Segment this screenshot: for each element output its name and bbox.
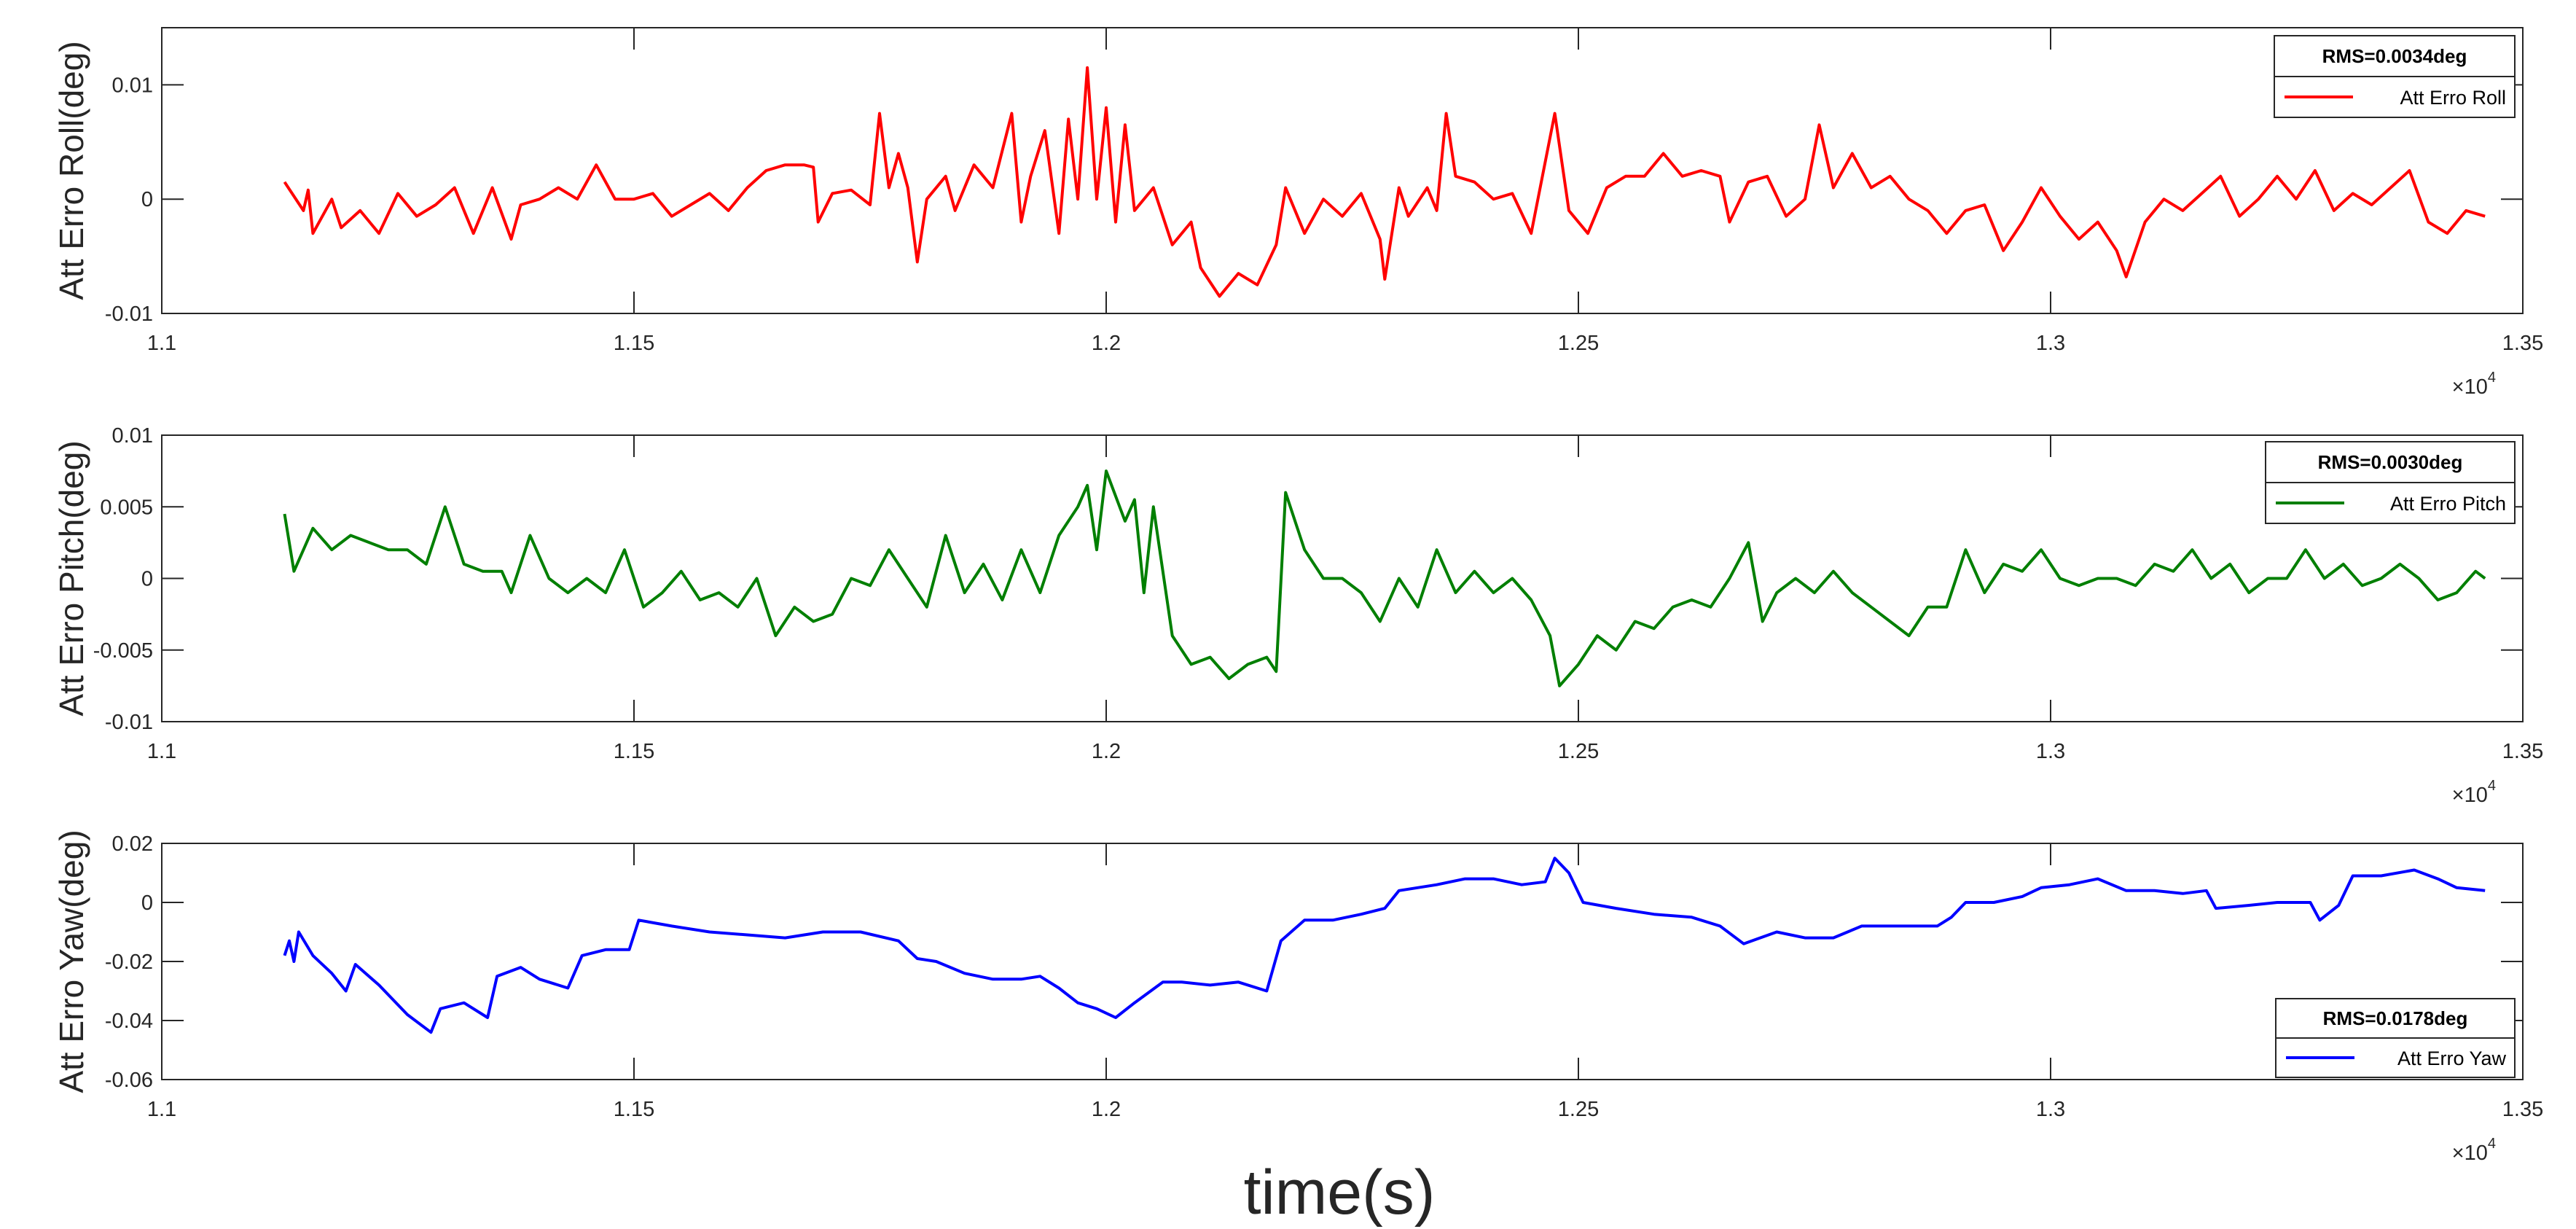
y-axis-label-pitch: Att Erro Pitch(deg) <box>52 440 90 716</box>
y-tick-label: 0.01 <box>112 424 153 448</box>
y-tick-label: 0.02 <box>112 832 153 856</box>
y-tick-label: 0.01 <box>112 74 153 97</box>
x-axis-multiplier: ×104 <box>2452 1136 2496 1165</box>
y-axis-label-yaw: Att Erro Yaw(deg) <box>52 830 90 1093</box>
y-axis-label-roll: Att Erro Roll(deg) <box>52 41 90 300</box>
x-tick-label: 1.15 <box>614 332 654 355</box>
legend-yaw: RMS=0.0178deg Att Erro Yaw <box>2275 998 2516 1078</box>
x-axis-multiplier: ×104 <box>2452 370 2496 399</box>
x-axis-label: time(s) <box>1244 1158 1436 1228</box>
axes-box-roll <box>161 27 2524 314</box>
legend-roll: RMS=0.0034deg Att Erro Roll <box>2274 35 2516 118</box>
legend-title: RMS=0.0030deg <box>2318 451 2463 473</box>
x-tick-label: 1.2 <box>1092 332 1121 355</box>
x-axis-multiplier: ×104 <box>2452 778 2496 807</box>
y-tick-label: -0.02 <box>105 951 153 974</box>
x-tick-label: 1.2 <box>1092 1098 1121 1121</box>
x-tick-label: 1.2 <box>1092 740 1121 763</box>
x-tick-label: 1.25 <box>1558 740 1599 763</box>
y-tick-label: -0.01 <box>105 711 153 734</box>
x-multiplier-exponent: 4 <box>2488 1136 2496 1152</box>
subplot-pitch: -0.01 -0.005 0 0.005 0.01 1.1 1.15 1.2 1.25 1.3 1.… <box>52 424 2543 807</box>
x-tick-label: 1.3 <box>2036 332 2065 355</box>
y-tick-label: 0 <box>141 568 153 591</box>
x-tick-label: 1.15 <box>614 740 654 763</box>
y-tick-label: -0.06 <box>105 1069 153 1092</box>
x-tick-label: 1.35 <box>2502 332 2543 355</box>
y-tick-label: 0.005 <box>100 496 153 519</box>
legend-title: RMS=0.0178deg <box>2323 1007 2468 1029</box>
x-tick-label: 1.25 <box>1558 332 1599 355</box>
legend-title: RMS=0.0034deg <box>2322 45 2467 67</box>
subplot-yaw: -0.06 -0.04 -0.02 0 0.02 1.1 1.15 1.2 1.25 1.3 1.3… <box>52 830 2543 1165</box>
series-line-yaw <box>283 857 2486 1034</box>
x-tick-label: 1.3 <box>2036 740 2065 763</box>
legend-entry: Att Erro Roll <box>2400 87 2506 109</box>
x-multiplier-base: ×10 <box>2452 784 2488 807</box>
x-multiplier-base: ×10 <box>2452 375 2488 399</box>
x-tick-label: 1.3 <box>2036 1098 2065 1121</box>
legend-pitch: RMS=0.0030deg Att Erro Pitch <box>2265 441 2516 524</box>
y-tick-label: -0.005 <box>93 639 153 663</box>
legend-entry: Att Erro Yaw <box>2397 1047 2507 1069</box>
y-tick-label: -0.04 <box>105 1010 153 1033</box>
x-multiplier-base: ×10 <box>2452 1142 2488 1165</box>
subplot-roll: -0.01 0 0.01 1.1 1.15 1.2 1.25 1.3 1.35 ×104 Att E… <box>52 27 2543 399</box>
x-multiplier-exponent: 4 <box>2488 370 2496 386</box>
legend-entry: Att Erro Pitch <box>2390 493 2506 515</box>
x-tick-label: 1.35 <box>2502 1098 2543 1121</box>
series-line-roll <box>283 66 2486 298</box>
axes-box-yaw <box>161 843 2524 1080</box>
x-tick-label: 1.1 <box>147 1098 176 1121</box>
series-line-pitch <box>283 469 2486 687</box>
x-tick-label: 1.15 <box>614 1098 654 1121</box>
y-tick-label: -0.01 <box>105 303 153 326</box>
y-tick-label: 0 <box>141 891 153 915</box>
x-tick-label: 1.1 <box>147 740 176 763</box>
x-tick-label: 1.1 <box>147 332 176 355</box>
x-tick-label: 1.35 <box>2502 740 2543 763</box>
x-multiplier-exponent: 4 <box>2488 778 2496 794</box>
x-tick-label: 1.25 <box>1558 1098 1599 1121</box>
y-tick-label: 0 <box>141 188 153 211</box>
